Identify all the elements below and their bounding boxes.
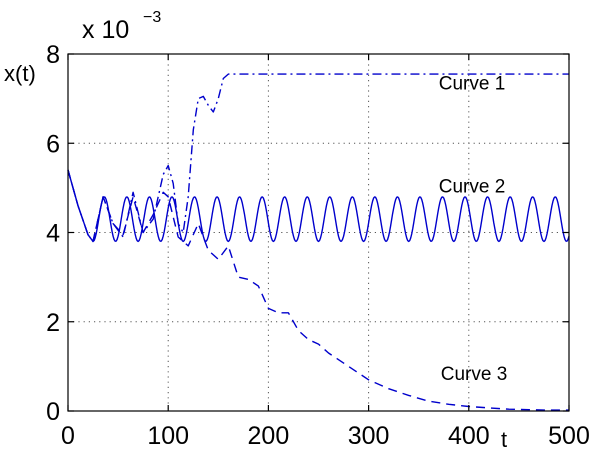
y-multiplier-base: x 10 (82, 16, 129, 44)
series-line-curve-3 (67, 169, 569, 411)
curve-label: Curve 2 (439, 176, 506, 197)
ticks (67, 53, 570, 412)
grid (68, 54, 569, 411)
x-tick-label: 100 (147, 422, 189, 450)
y-multiplier-exponent: −3 (143, 9, 161, 26)
curve-label: Curve 3 (441, 364, 508, 385)
x-tick-label: 500 (548, 422, 590, 450)
x-tick-label: 200 (248, 422, 290, 450)
curve-label: Curve 1 (439, 74, 506, 95)
y-tick-label: 8 (46, 41, 60, 69)
series-line-curve-2 (67, 169, 570, 243)
y-axis-label: x(t) (4, 61, 36, 86)
series-group (67, 73, 570, 411)
x-tick-label: 400 (448, 422, 490, 450)
y-tick-label: 6 (46, 130, 60, 158)
labels: 0 100 200 300 400 500 0 2 4 6 8 Curve 1 Curve 2 Curve… (46, 41, 590, 450)
x-axis-label: t (501, 427, 507, 452)
y-tick-label: 0 (46, 398, 60, 426)
series-line-curve-1 (67, 73, 569, 243)
y-tick-label: 2 (46, 309, 60, 337)
x-tick-label: 0 (61, 422, 75, 450)
y-tick-label: 4 (46, 220, 60, 248)
x-tick-label: 300 (348, 422, 390, 450)
